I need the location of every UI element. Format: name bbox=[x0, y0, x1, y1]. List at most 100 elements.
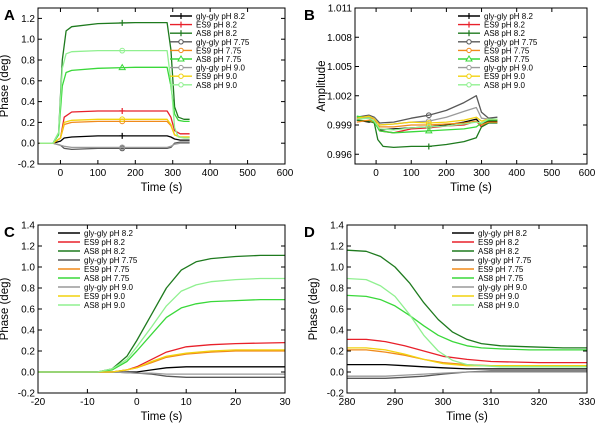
panel-label: A bbox=[4, 7, 15, 24]
plot-frame bbox=[346, 224, 588, 394]
y-tick-label: 1.011 bbox=[328, 4, 353, 15]
x-tick-label: 310 bbox=[483, 397, 500, 408]
x-tick-label: 300 bbox=[435, 397, 452, 408]
y-tick-label: 0.0 bbox=[21, 368, 35, 379]
series-line-8 bbox=[39, 118, 190, 144]
legend-label: ES9 pH 7.75 bbox=[196, 46, 242, 55]
x-axis-label: Time (s) bbox=[446, 411, 488, 423]
series-line-7 bbox=[38, 371, 285, 375]
series-line-7 bbox=[347, 371, 587, 377]
plot-frame bbox=[37, 7, 286, 165]
y-tick-label: 0.6 bbox=[330, 305, 344, 316]
plot-frame bbox=[37, 224, 286, 394]
x-tick-label: 0 bbox=[134, 397, 140, 408]
legend-label: AS8 pH 9.0 bbox=[84, 301, 125, 310]
legend-marker bbox=[178, 64, 184, 71]
x-tick-label: 200 bbox=[127, 168, 144, 179]
legend-label: AS8 pH 8.2 bbox=[196, 29, 237, 38]
x-axis-label: Time (s) bbox=[450, 182, 492, 194]
legend-marker bbox=[178, 82, 184, 88]
panel-d: D 280 290 300 310 320 330 -0.2 0.0 0.2 0.4 0.6 0.8 1.… bbox=[304, 221, 596, 424]
legend-label: ES9 pH 7.75 bbox=[84, 265, 130, 274]
panel-label: B bbox=[304, 7, 315, 24]
x-tick-label: 330 bbox=[579, 397, 596, 408]
y-tick-label: 1.005 bbox=[327, 62, 352, 73]
series-marker bbox=[425, 143, 432, 150]
panel-label: D bbox=[304, 224, 315, 241]
y-tick-label: 0.999 bbox=[327, 121, 352, 132]
legend-label: AS8 pH 9.0 bbox=[484, 81, 525, 90]
y-tick-label: 0.6 bbox=[21, 76, 35, 87]
x-tick-label: 300 bbox=[164, 168, 181, 179]
series-line-9 bbox=[347, 277, 587, 368]
series-line-8 bbox=[356, 115, 498, 126]
legend-label: ES9 pH 7.75 bbox=[478, 265, 524, 274]
series-line-4 bbox=[356, 95, 498, 124]
series-line-2 bbox=[38, 341, 285, 373]
series-line-9 bbox=[356, 117, 498, 131]
panel-b: B 0 100 200 300 400 500 600 0.996 0.999 1.002 1.005… bbox=[304, 4, 596, 195]
y-tick-label: 0.6 bbox=[21, 305, 35, 316]
legend-label: gly-gly pH 9.0 bbox=[84, 283, 133, 292]
x-tick-label: 290 bbox=[387, 397, 404, 408]
y-tick-label: 1.008 bbox=[327, 33, 352, 44]
series-line-3 bbox=[347, 249, 587, 349]
legend-label: ES9 pH 8.2 bbox=[196, 21, 237, 30]
legend-marker bbox=[178, 73, 184, 79]
y-tick-label: 0.4 bbox=[21, 326, 35, 337]
series-line-8 bbox=[347, 347, 587, 367]
legend-label: AS8 pH 7.75 bbox=[484, 55, 530, 64]
y-axis-label: Phase (deg) bbox=[0, 55, 11, 118]
series-marker bbox=[119, 132, 126, 139]
series-line-9 bbox=[38, 277, 285, 373]
panel-label: C bbox=[4, 224, 15, 241]
x-tick-label: 10 bbox=[181, 397, 193, 408]
legend-label: AS8 pH 7.75 bbox=[84, 274, 130, 283]
legend-label: ES9 pH 7.75 bbox=[484, 46, 530, 55]
y-tick-label: -0.2 bbox=[18, 160, 36, 171]
legend-marker bbox=[466, 73, 472, 79]
series-group bbox=[356, 95, 498, 150]
legend-marker bbox=[466, 39, 472, 45]
x-tick-label: 320 bbox=[531, 397, 548, 408]
x-tick-label: 0 bbox=[58, 168, 64, 179]
series-marker bbox=[119, 47, 126, 54]
legend-label: ES9 pH 8.2 bbox=[84, 238, 125, 247]
legend-label: ES9 pH 9.0 bbox=[484, 72, 525, 81]
legend-marker bbox=[466, 82, 472, 88]
legend-label: AS8 pH 9.0 bbox=[196, 81, 237, 90]
series-line-1 bbox=[39, 135, 190, 144]
y-tick-label: 0.2 bbox=[21, 347, 35, 358]
y-axis-label: Phase (deg) bbox=[308, 278, 320, 341]
plot-frame bbox=[354, 7, 588, 165]
legend-marker bbox=[178, 47, 184, 54]
y-tick-label: 0.996 bbox=[327, 150, 352, 161]
legend-label: ES9 pH 8.2 bbox=[478, 238, 519, 247]
x-tick-label: 400 bbox=[508, 168, 525, 179]
x-tick-label: 100 bbox=[403, 168, 420, 179]
series-line-8 bbox=[38, 349, 285, 373]
x-tick-label: 20 bbox=[230, 397, 242, 408]
legend-label: gly-gly pH 7.75 bbox=[478, 256, 532, 265]
y-tick-label: 1.0 bbox=[330, 263, 344, 274]
legend-marker bbox=[178, 39, 184, 45]
legend-label: gly-gly pH 8.2 bbox=[478, 229, 527, 238]
y-tick-label: 1.2 bbox=[21, 242, 35, 253]
x-axis-label: Time (s) bbox=[141, 182, 183, 194]
legend-label: gly-gly pH 7.75 bbox=[84, 256, 138, 265]
series-marker bbox=[119, 107, 126, 114]
series-group bbox=[39, 19, 190, 152]
legend-label: gly-gly pH 9.0 bbox=[484, 64, 533, 73]
series-group bbox=[38, 254, 285, 378]
series-marker bbox=[119, 116, 126, 123]
y-tick-label: 0.2 bbox=[21, 118, 35, 129]
legend-label: gly-gly pH 9.0 bbox=[478, 283, 527, 292]
legend-label: AS8 pH 8.2 bbox=[484, 29, 525, 38]
x-tick-label: 400 bbox=[202, 168, 219, 179]
series-line-6 bbox=[38, 298, 285, 373]
legend-label: AS8 pH 8.2 bbox=[84, 247, 125, 256]
series-line-3 bbox=[356, 119, 498, 149]
x-axis-label: Time (s) bbox=[141, 411, 183, 423]
